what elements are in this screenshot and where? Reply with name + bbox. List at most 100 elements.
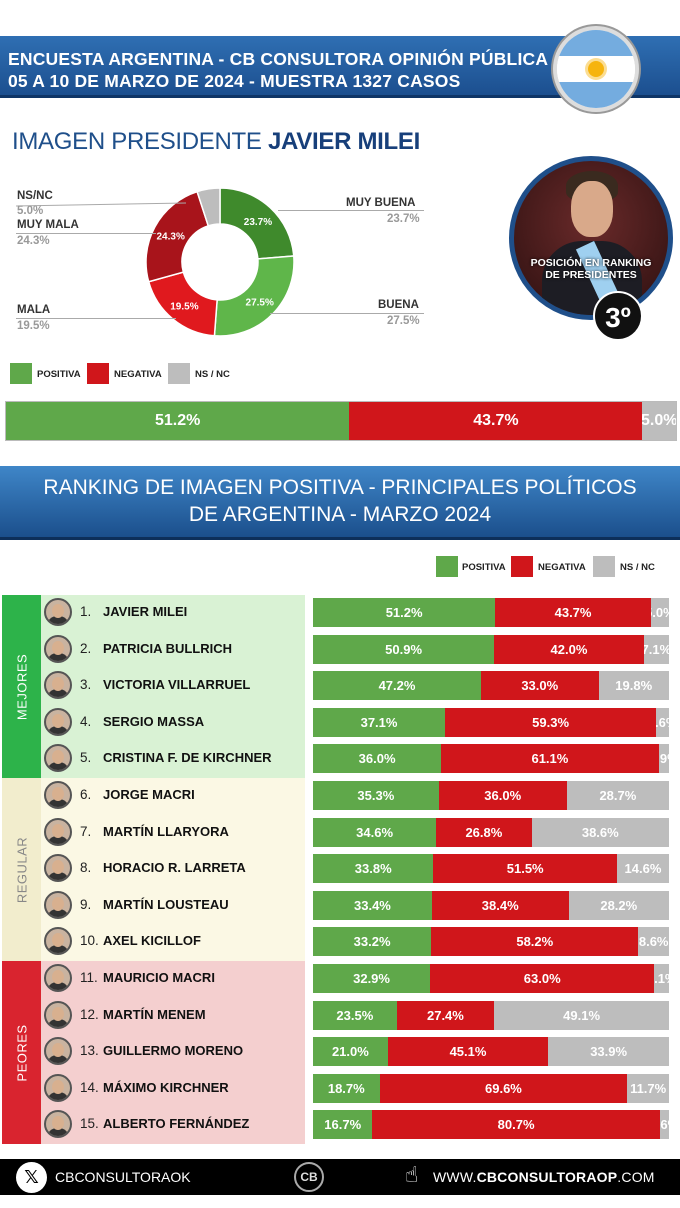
bar-negative: 38.4% [431, 890, 569, 920]
bar-negative: 58.2% [431, 927, 639, 957]
politician-name: ALBERTO FERNÁNDEZ [103, 1116, 250, 1132]
ranking-row: 11. MAURICIO MACRI 32.9%63.0%4.1% [0, 963, 680, 993]
summary-segment-positive: 51.2% [6, 402, 350, 440]
ranking-row: 6. JORGE MACRI 35.3% 36.0% 28.7% [0, 780, 680, 810]
rank-number: 14. [80, 1079, 99, 1095]
x-handle[interactable]: CBCONSULTORAOK [55, 1169, 191, 1185]
avatar [44, 927, 72, 956]
avatar [44, 1073, 72, 1102]
ranking-title-line-2: DE ARGENTINA - MARZO 2024 [188, 503, 492, 526]
bar-nsnc: 4.1% [654, 964, 669, 993]
bar-positive: 50.9% [313, 634, 495, 664]
donut-chart: 23.7% 27.5% 19.5% 24.3% [145, 187, 295, 337]
rank-number: 4. [80, 713, 92, 729]
stacked-bar: 35.3% 36.0% 28.7% [313, 781, 669, 810]
legend-swatch-negative [87, 363, 109, 384]
legend-swatch-negative [511, 556, 533, 577]
ranking-row: 3. VICTORIA VILLARRUEL 47.2% 33.0% 19.8% [0, 670, 680, 701]
stacked-bar: 34.6% 26.8% 38.6% [313, 817, 669, 847]
group-peores: PEORES [2, 961, 305, 1144]
label-mala: MALA [17, 304, 51, 316]
bar-nsnc: 2.9% [658, 744, 669, 774]
rank-badge: 3º [593, 291, 643, 341]
politician-name: MAURICIO MACRI [103, 970, 215, 985]
bar-negative: 36.0% [438, 781, 567, 810]
bar-positive: 21.0% [313, 1037, 388, 1067]
bar-negative: 63.0% [430, 964, 655, 993]
x-logo-icon[interactable]: 𝕏 [16, 1162, 47, 1193]
politician-name: VICTORIA VILLARRUEL [103, 677, 251, 693]
politician-name: AXEL KICILLOF [103, 933, 201, 949]
stacked-bar: 33.2% 58.2% 8.6% [313, 927, 669, 957]
bar-negative: 26.8% [436, 817, 532, 847]
label-nsnc: NS/NC [17, 190, 53, 202]
rank-number: 8. [80, 860, 92, 876]
stacked-bar: 37.1%59.3%3.6% [313, 707, 669, 737]
rank-number: 3. [80, 677, 92, 693]
avatar [44, 890, 72, 919]
stacked-bar: 23.5% 27.4% 49.1% [313, 1000, 669, 1030]
politician-name: JAVIER MILEI [103, 604, 188, 619]
ranking-row: 1. JAVIER MILEI 51.2%43.7%5.0% [0, 597, 680, 627]
header-line-1: ENCUESTA ARGENTINA - CB CONSULTORA OPINI… [8, 49, 549, 69]
legend-positive: POSITIVA [462, 562, 506, 573]
avatar [44, 817, 72, 846]
politician-name: PATRICIA BULLRICH [103, 640, 233, 656]
footer: 𝕏 CBCONSULTORAOK CB ☝ WWW.CBCONSULTORAOP… [0, 1159, 680, 1195]
stacked-bar: 16.7%80.7%2.6% [313, 1110, 669, 1140]
ranking-row: 10. AXEL KICILLOF 33.2% 58.2% 8.6% [0, 926, 680, 957]
sun-of-may-icon [588, 61, 604, 77]
legend-positive: POSITIVA [37, 369, 81, 380]
bar-nsnc: 2.6% [659, 1110, 669, 1140]
stacked-bar: 33.4% 38.4% 28.2% [313, 890, 669, 920]
avatar [44, 854, 72, 883]
stacked-bar: 33.8% 51.5% 14.6% [313, 854, 669, 884]
bar-nsnc: 33.9% [548, 1037, 669, 1067]
website-link[interactable]: WWW.CBCONSULTORAOP.COM [433, 1169, 655, 1185]
avatar [44, 744, 72, 773]
bar-positive: 16.7% [313, 1110, 373, 1140]
stacked-bar: 47.2% 33.0% 19.8% [313, 671, 669, 701]
bar-negative: 43.7% [495, 598, 651, 627]
rank-number: 12. [80, 1006, 99, 1022]
bar-nsnc: 7.1% [643, 634, 669, 664]
donut-slice-buena [213, 255, 295, 337]
bar-negative: 51.5% [433, 854, 617, 884]
ranking-row: 15.ALBERTO FERNÁNDEZ 16.7%80.7%2.6% [0, 1109, 680, 1140]
bar-negative: 45.1% [387, 1037, 549, 1067]
avatar [44, 634, 72, 663]
stacked-bar: 18.7% 69.6% 11.7% [313, 1073, 669, 1103]
donut-label-muy-mala: 24.3% [156, 231, 184, 242]
bar-negative: 42.0% [494, 634, 644, 664]
bar-negative: 27.4% [396, 1000, 495, 1030]
stacked-bar: 51.2%43.7%5.0% [313, 598, 669, 627]
president-name: JAVIER MILEI [267, 128, 420, 155]
pointer-hand-icon: ☝ [405, 1162, 419, 1187]
bar-negative: 59.3% [445, 707, 657, 737]
ranking-row: 7. MARTÍN LLARYORA 34.6% 26.8% 38.6% [0, 817, 680, 847]
bar-nsnc: 28.2% [568, 890, 669, 920]
bar-positive: 36.0% [313, 744, 442, 774]
bar-positive: 32.9% [313, 964, 431, 993]
bar-positive: 33.4% [313, 890, 432, 920]
ranking-row: 8. HORACIO R. LARRETA 33.8% 51.5% 14.6% [0, 853, 680, 884]
bar-negative: 69.6% [379, 1073, 628, 1103]
legend-negative: NEGATIVA [114, 369, 162, 380]
stacked-bar: 50.9%42.0%7.1% [313, 634, 669, 664]
avatar [44, 1000, 72, 1029]
donut-label-muy-buena: 23.7% [244, 217, 272, 228]
rank-number: 13. [80, 1043, 99, 1059]
ranking-row: 5. CRISTINA F. DE KIRCHNER 36.0%61.1%2.9% [0, 743, 680, 774]
value-muy-mala: 24.3% [17, 235, 50, 247]
rank-number: 10. [80, 933, 99, 949]
politician-name: JORGE MACRI [103, 787, 195, 802]
bar-nsnc: 14.6% [616, 854, 669, 884]
ranking-title-line-1: RANKING DE IMAGEN POSITIVA - PRINCIPALES… [43, 476, 637, 499]
stacked-bar: 36.0%61.1%2.9% [313, 744, 669, 774]
politician-name: MARTÍN LLARYORA [103, 823, 229, 839]
rank-number: 1. [80, 604, 92, 619]
bar-negative: 33.0% [481, 671, 599, 701]
ranking-row: 9. MARTÍN LOUSTEAU 33.4% 38.4% 28.2% [0, 890, 680, 920]
legend-swatch-nsnc [168, 363, 190, 384]
bar-nsnc: 19.8% [598, 671, 669, 701]
